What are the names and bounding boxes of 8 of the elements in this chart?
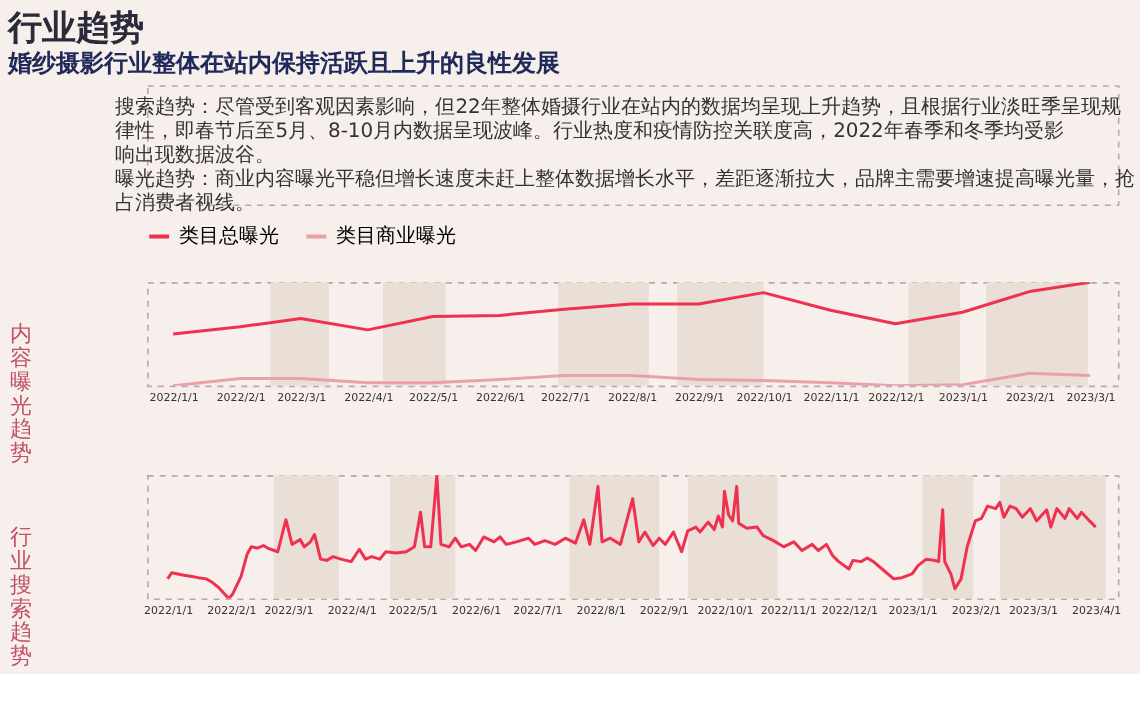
legend-label: 类目商业曝光: [336, 224, 457, 249]
legend-label: 类目总曝光: [179, 224, 280, 249]
chart-subtitle: 婚纱摄影行业整体在站内保持活跃且上升的良性发展: [6, 48, 561, 77]
text: 搜索趋势：尽管受到客观因素影响，但22年整体婚摄行业在站内的数据均呈现上升趋势，且根据行业淡旺季呈现规律性，即春节后至5月、8-10月内数据呈现波峰。行业热度和疫情防控关联度高，2022年春季和冬季均受影响出现数据波谷。: [115, 95, 1121, 167]
y-axis-title: 行业搜索趋势: [9, 523, 32, 670]
y-axis-title: 内容曝光趋势: [9, 320, 32, 467]
text: 曝光趋势：商业内容曝光平稳但增长速度未赶上整体数据增长水平，差距逐渐拉大，品牌主需要增速提高曝光量，抢占消费者视线。: [115, 166, 1136, 215]
chart-title: 行业趋势: [6, 6, 145, 47]
